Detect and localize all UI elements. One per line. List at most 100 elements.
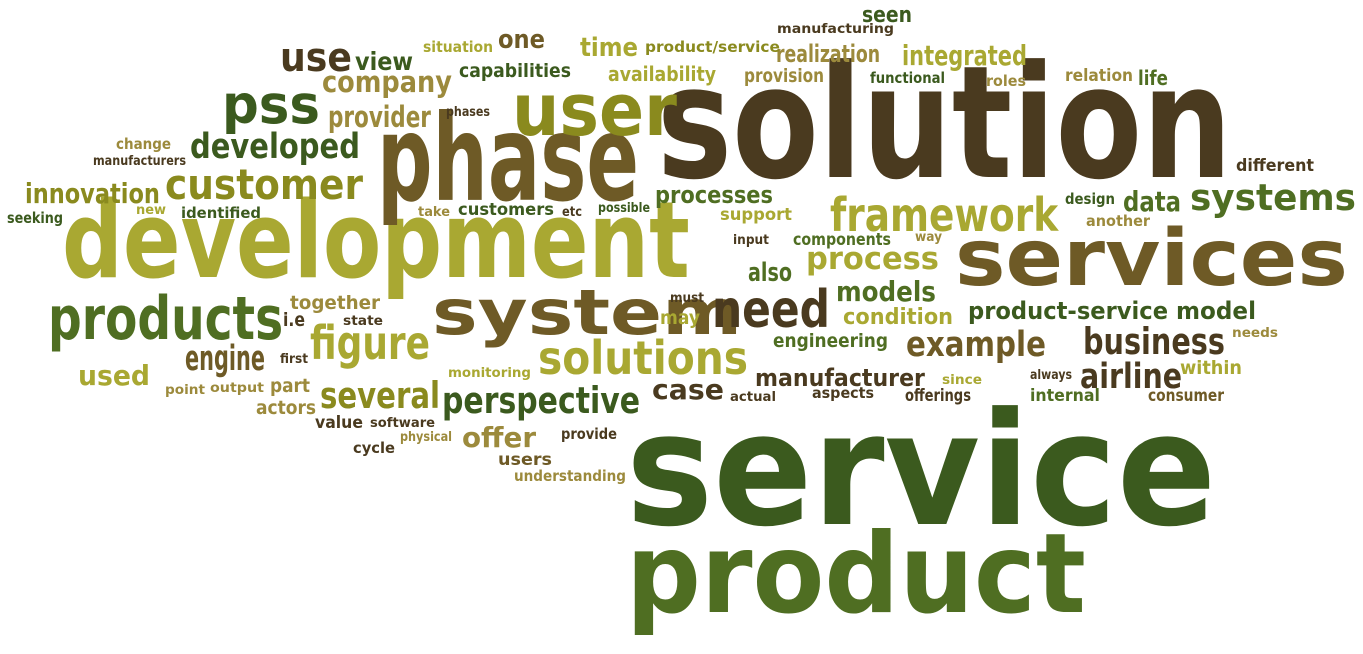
word-services: services xyxy=(955,213,1348,304)
word-innovation: innovation xyxy=(25,177,160,210)
word-view: view xyxy=(355,47,414,76)
word-use: use xyxy=(280,33,352,81)
word-needs: needs xyxy=(1232,326,1279,341)
word-business: business xyxy=(1083,320,1225,363)
word-ie: i.e xyxy=(283,310,306,331)
word-value: value xyxy=(315,413,363,432)
word-products: products xyxy=(48,284,284,354)
word-must: must xyxy=(670,291,705,306)
word-way: way xyxy=(915,230,943,245)
word-customers: customers xyxy=(458,200,555,219)
word-solutions: solutions xyxy=(538,331,748,385)
word-input: input xyxy=(733,233,769,248)
word-another: another xyxy=(1086,213,1151,230)
word-understanding: understanding xyxy=(514,468,626,485)
word-point: point xyxy=(165,383,206,398)
word-actors: actors xyxy=(256,398,317,419)
word-output: output xyxy=(210,381,264,396)
word-perspective: perspective xyxy=(442,379,641,422)
word-framework: framework xyxy=(830,188,1059,242)
word-part: part xyxy=(270,376,311,397)
word-seen: seen xyxy=(862,2,913,28)
word-users: users xyxy=(498,450,553,469)
word-seeking: seeking xyxy=(7,210,63,227)
word-phase: phase xyxy=(377,90,640,229)
word-model: model xyxy=(1176,297,1256,325)
word-models: models xyxy=(836,275,936,308)
word-relation: relation xyxy=(1065,66,1134,85)
word-provision: provision xyxy=(744,66,824,87)
word-first: first xyxy=(280,352,308,367)
word-support: support xyxy=(720,205,793,224)
word-capabilities: capabilities xyxy=(459,61,571,82)
word-product-service: product-service xyxy=(968,297,1169,325)
word-etc: etc xyxy=(562,205,582,220)
word-system: system xyxy=(432,276,743,349)
word-used: used xyxy=(78,359,151,392)
word-process: process xyxy=(806,241,939,277)
word-manufacturing: manufacturing xyxy=(777,22,895,37)
word-within: within xyxy=(1180,358,1242,379)
word-roles: roles xyxy=(986,73,1027,90)
word-need: need xyxy=(712,280,831,340)
word-offer: offer xyxy=(462,421,537,454)
word-one: one xyxy=(498,25,546,55)
word-monitoring: monitoring xyxy=(448,366,531,381)
word-manufacturers: manufacturers xyxy=(93,154,187,169)
word-may: may xyxy=(660,308,700,329)
word-figure: figure xyxy=(310,316,431,370)
word-offerings: offerings xyxy=(905,386,972,405)
word-company: company xyxy=(322,65,452,99)
word-developed: developed xyxy=(190,127,360,167)
word-customer: customer xyxy=(165,161,363,209)
word-several: several xyxy=(320,374,441,417)
word-pss: pss xyxy=(222,73,321,136)
word-take: take xyxy=(418,205,451,220)
word-cycle: cycle xyxy=(353,440,395,457)
word-internal: internal xyxy=(1030,386,1100,405)
word-components: components xyxy=(793,230,892,249)
word-case: case xyxy=(652,373,725,406)
word-different: different xyxy=(1236,156,1315,175)
word-new: new xyxy=(136,203,167,218)
word-software: software xyxy=(370,416,436,431)
word-availability: availability xyxy=(608,62,717,86)
word-time: time xyxy=(580,33,639,63)
word-processes: processes xyxy=(655,181,773,209)
word-possible: possible xyxy=(598,201,650,216)
word-product: product xyxy=(626,511,1086,639)
word-example: example xyxy=(906,325,1046,365)
word-design: design xyxy=(1065,191,1115,208)
word-systems: systems xyxy=(1190,176,1356,219)
word-phases: phases xyxy=(446,105,491,120)
word-integrated: integrated xyxy=(902,39,1027,72)
word-airline: airline xyxy=(1080,357,1183,397)
word-provider: provider xyxy=(328,100,431,134)
word-also: also xyxy=(748,258,793,288)
word-engine: engine xyxy=(185,339,265,379)
word-always: always xyxy=(1030,368,1072,383)
word-change: change xyxy=(116,136,172,153)
word-aspects: aspects xyxy=(812,385,875,402)
word-manufacturer: manufacturer xyxy=(755,364,925,392)
word-functional: functional xyxy=(870,70,946,87)
word-product-slash-service: product/service xyxy=(645,39,780,56)
word-user: user xyxy=(512,68,677,152)
word-state: state xyxy=(343,314,383,329)
word-identified: identified xyxy=(181,205,262,222)
word-realization: realization xyxy=(776,40,881,68)
word-engineering: engineering xyxy=(773,331,888,352)
word-since: since xyxy=(942,373,982,388)
word-data: data xyxy=(1123,185,1181,218)
word-development: development xyxy=(62,179,690,302)
word-provide: provide xyxy=(561,426,618,443)
word-together: together xyxy=(290,293,381,314)
word-consumer: consumer xyxy=(1148,386,1225,405)
word-situation: situation xyxy=(423,39,494,56)
word-solution: solution xyxy=(657,32,1233,214)
word-service: service xyxy=(626,379,1217,561)
word-life: life xyxy=(1138,66,1169,90)
word-actual: actual xyxy=(730,390,777,405)
word-condition: condition xyxy=(843,304,954,330)
